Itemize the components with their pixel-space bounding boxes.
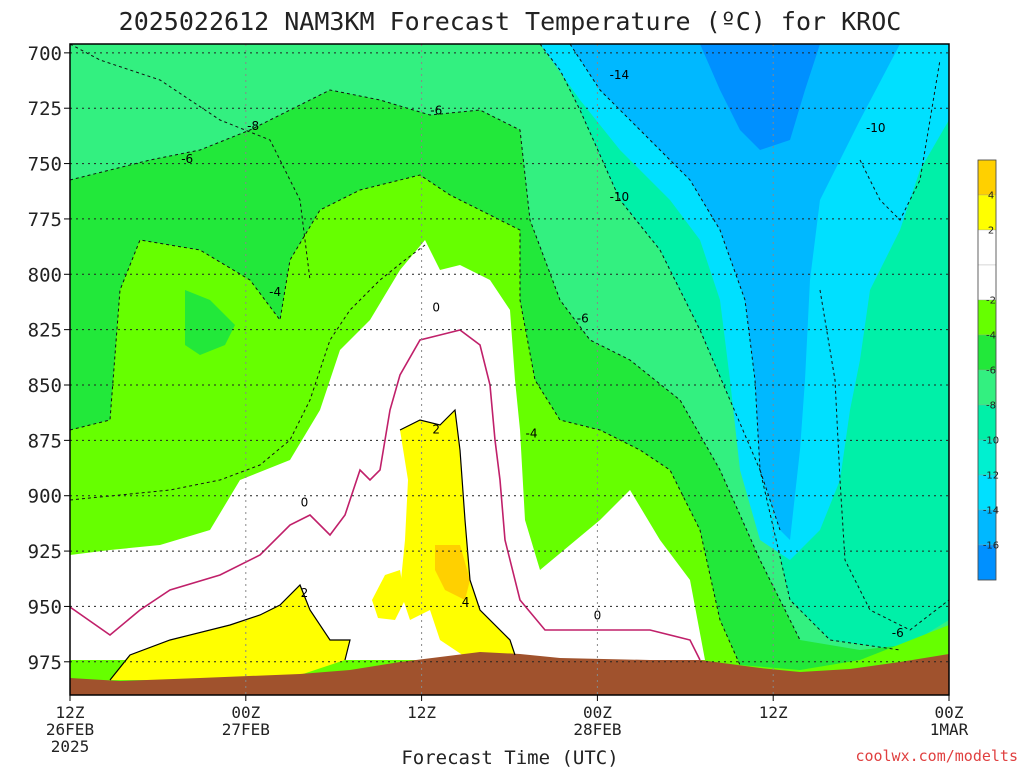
field-band-minus16 <box>700 44 820 150</box>
colorbar-label-7: -12 <box>983 471 999 482</box>
colorbar-labels: 4 2 -2 -4 -6 -8 -10 -12 -14 -16 <box>983 191 999 552</box>
temperature-field <box>70 44 949 695</box>
colorbar-label-0: 4 <box>988 191 994 202</box>
x-tick-label-3-1: 28FEB <box>573 720 621 739</box>
plot-frame <box>69 43 950 696</box>
field-band-above-zero <box>70 240 705 660</box>
field-band-plus4 <box>435 545 470 600</box>
field-island-minus4 <box>185 290 235 355</box>
field-band-plus2-upper <box>400 410 515 660</box>
colorbar-label-9: -16 <box>983 541 999 552</box>
contour-labels: -14 -6 -8 -10 -6 -10 -4 0 -6 2 -4 0 2 4 0 -6 <box>181 68 903 640</box>
colorbar-label-6: -10 <box>983 436 999 447</box>
plus2-contour-upper <box>399 408 516 656</box>
contour-label-0: -14 <box>610 68 630 82</box>
field-band-minus14 <box>570 44 900 540</box>
y-tick-label-0: 700 <box>28 43 62 65</box>
colorbar-label-2: -2 <box>986 296 996 307</box>
dashed-isotherms <box>70 44 949 666</box>
x-tick-label-1-1: 27FEB <box>222 720 270 739</box>
contour-label-4: -6 <box>181 152 193 166</box>
y-tick-label-4: 800 <box>28 264 62 286</box>
contour-label-2: -8 <box>247 119 259 133</box>
contour-label-7: 0 <box>432 301 440 315</box>
x-tick-label-0-1: 26FEB <box>46 720 94 739</box>
contour-label-8: -6 <box>577 312 589 326</box>
contour-label-12: 2 <box>301 586 309 600</box>
y-gridlines <box>70 52 949 663</box>
x-tick-label-0-2: 2025 <box>51 737 90 756</box>
y-tick-label-9: 925 <box>28 541 62 563</box>
terrain-surface <box>70 652 949 695</box>
contour-label-9: 2 <box>432 422 440 436</box>
x-tick-label-0-0: 12Z <box>56 703 85 722</box>
y-axis: 700 725 750 775 800 825 850 875 900 925 950 975 <box>28 43 70 674</box>
colorbar-label-1: 2 <box>988 226 994 237</box>
contour-label-15: -6 <box>892 626 904 640</box>
y-tick-label-8: 900 <box>28 486 62 508</box>
chart-title: 2025022612 NAM3KM Forecast Temperature (… <box>119 7 902 36</box>
plus2-contour <box>109 583 351 681</box>
y-tick-label-3: 775 <box>28 209 62 231</box>
y-tick-label-5: 825 <box>28 320 62 342</box>
colorbar-label-8: -14 <box>983 506 999 517</box>
x-tick-label-2-0: 12Z <box>407 703 436 722</box>
x-tick-label-4-0: 12Z <box>759 703 788 722</box>
colorbar-frame <box>977 159 997 581</box>
x-axis-label: Forecast Time (UTC) <box>401 747 618 768</box>
contour-label-3: -10 <box>866 121 886 135</box>
field-band-minus12 <box>540 44 949 560</box>
contour-label-13: 4 <box>462 595 470 609</box>
y-tick-label-1: 725 <box>28 98 62 120</box>
contour-label-10: -4 <box>525 427 537 441</box>
y-tick-label-10: 950 <box>28 596 62 618</box>
y-tick-label-11: 975 <box>28 652 62 674</box>
contour-label-5: -10 <box>610 190 630 204</box>
field-band-plus2-small <box>372 570 405 620</box>
credit-text: coolwx.com/modelts <box>855 747 1018 765</box>
contour-label-1: -6 <box>430 103 442 117</box>
y-tick-label-2: 750 <box>28 154 62 176</box>
contour-label-14: 0 <box>594 608 602 622</box>
x-tick-label-3-0: 00Z <box>583 703 612 722</box>
contour-label-11: 0 <box>301 495 309 509</box>
y-tick-label-6: 850 <box>28 375 62 397</box>
colorbar <box>977 159 997 581</box>
x-tick-label-5-0: 00Z <box>935 703 964 722</box>
colorbar-label-5: -8 <box>986 401 996 412</box>
field-band-plus2-lower <box>110 585 350 680</box>
colorbar-label-4: -6 <box>986 366 996 377</box>
colorbar-label-3: -4 <box>986 331 996 342</box>
zero-isotherm <box>70 329 701 661</box>
x-tick-label-5-1: 1MAR <box>930 720 969 739</box>
x-tick-label-1-0: 00Z <box>231 703 260 722</box>
x-gridlines <box>245 44 774 695</box>
contour-label-6: -4 <box>269 285 281 299</box>
y-tick-label-7: 875 <box>28 430 62 452</box>
